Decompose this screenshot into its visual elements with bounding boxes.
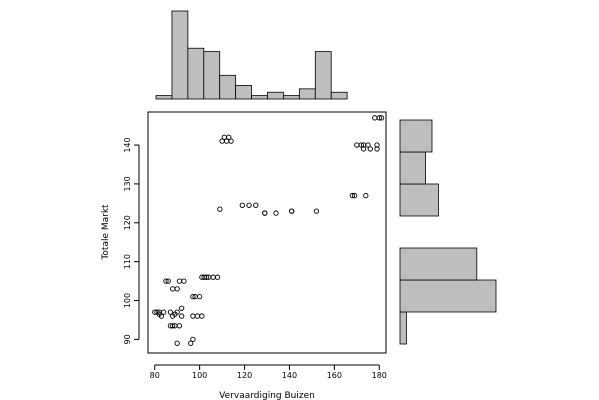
data-point xyxy=(289,208,295,214)
x-hist-bar xyxy=(251,95,268,100)
x-axis: 80 100 120 140 160 180 xyxy=(150,364,387,380)
data-point xyxy=(210,274,216,280)
data-point xyxy=(170,323,176,329)
data-point xyxy=(246,202,252,208)
x-hist-bar xyxy=(330,91,348,100)
x-hist-bar xyxy=(267,91,284,100)
data-point xyxy=(158,313,165,319)
y-hist-bar xyxy=(399,279,497,313)
data-point xyxy=(365,142,371,148)
y-hist-bar xyxy=(399,151,427,185)
data-point xyxy=(174,340,180,346)
x-hist-bar xyxy=(314,51,332,100)
x-axis-label: Vervaardiging Buizen xyxy=(219,391,315,400)
data-point xyxy=(176,278,183,284)
y-tick-label: 110 xyxy=(123,254,132,269)
data-point xyxy=(372,115,378,121)
x-hist-bar xyxy=(187,47,205,100)
y-tick-label: 140 xyxy=(123,137,132,152)
data-point xyxy=(354,142,360,148)
data-point xyxy=(214,274,221,280)
data-point xyxy=(194,313,201,319)
y-tick-label: 130 xyxy=(123,176,132,191)
data-point xyxy=(239,202,245,208)
x-marginal-histogram xyxy=(155,10,348,100)
data-point xyxy=(170,286,176,292)
data-point xyxy=(374,146,380,152)
data-point xyxy=(179,313,185,319)
data-point xyxy=(176,323,183,329)
data-point xyxy=(190,293,196,300)
x-tick-label: 140 xyxy=(282,371,297,380)
data-point xyxy=(190,336,196,343)
data-point xyxy=(378,115,385,121)
y-hist-bar xyxy=(399,311,407,345)
data-point xyxy=(273,210,279,216)
data-point xyxy=(253,202,259,208)
x-hist-bar xyxy=(203,51,221,100)
x-hist-bar xyxy=(155,95,173,100)
y-hist-bar xyxy=(399,247,478,281)
x-hist-bar xyxy=(283,95,300,100)
data-point xyxy=(363,192,369,199)
y-tick-label: 100 xyxy=(123,293,132,308)
data-point xyxy=(358,142,364,148)
data-point xyxy=(196,293,203,300)
data-point xyxy=(161,309,167,315)
data-point xyxy=(203,274,210,280)
data-point xyxy=(374,142,380,148)
data-point xyxy=(217,206,223,212)
x-hist-bar xyxy=(219,74,237,100)
data-point xyxy=(376,115,382,121)
y-axis: 90 100 110 120 130 140 xyxy=(123,137,140,344)
x-tick-label: 160 xyxy=(327,371,342,380)
scatter-points xyxy=(152,115,385,346)
x-hist-bar xyxy=(235,85,252,100)
data-point xyxy=(199,313,205,319)
data-point xyxy=(179,305,185,311)
data-point xyxy=(165,278,171,284)
x-hist-bar xyxy=(171,10,189,100)
plot-frame xyxy=(147,111,387,354)
data-point xyxy=(367,146,373,152)
y-tick-label: 120 xyxy=(123,215,132,230)
data-point xyxy=(360,146,367,152)
data-point xyxy=(190,313,196,319)
data-point xyxy=(262,210,268,216)
data-point xyxy=(167,309,174,315)
x-hist-bar xyxy=(298,88,316,100)
data-point xyxy=(228,138,234,144)
data-point xyxy=(226,134,232,140)
x-tick-label: 120 xyxy=(237,371,252,380)
data-point xyxy=(188,340,194,346)
data-point xyxy=(163,278,169,284)
y-axis-label: Totale Markt xyxy=(101,204,111,261)
y-tick-label: 90 xyxy=(123,334,132,344)
y-marginal-histogram xyxy=(399,119,497,345)
x-tick-label: 100 xyxy=(192,371,207,380)
y-hist-bar xyxy=(399,119,433,153)
y-hist-bar xyxy=(399,183,439,217)
x-tick-label: 80 xyxy=(150,371,160,380)
data-point xyxy=(174,286,180,292)
data-point xyxy=(313,208,320,214)
data-point xyxy=(351,192,358,199)
data-point xyxy=(181,278,187,284)
data-point xyxy=(349,192,355,199)
x-tick-label: 180 xyxy=(372,371,387,380)
data-point xyxy=(174,309,180,315)
